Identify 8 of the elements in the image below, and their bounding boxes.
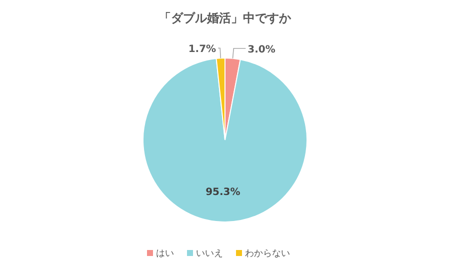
chart-title: 「ダブル婚活」中ですか bbox=[159, 11, 292, 25]
legend-label: はい bbox=[156, 249, 174, 259]
pie-slice bbox=[142, 58, 308, 222]
legend-label: いいえ bbox=[196, 249, 223, 259]
legend-label: わからない bbox=[245, 249, 290, 259]
data-label: 3.0% bbox=[248, 44, 276, 56]
data-label: 1.7% bbox=[188, 44, 216, 56]
data-label: 95.3% bbox=[206, 186, 240, 198]
